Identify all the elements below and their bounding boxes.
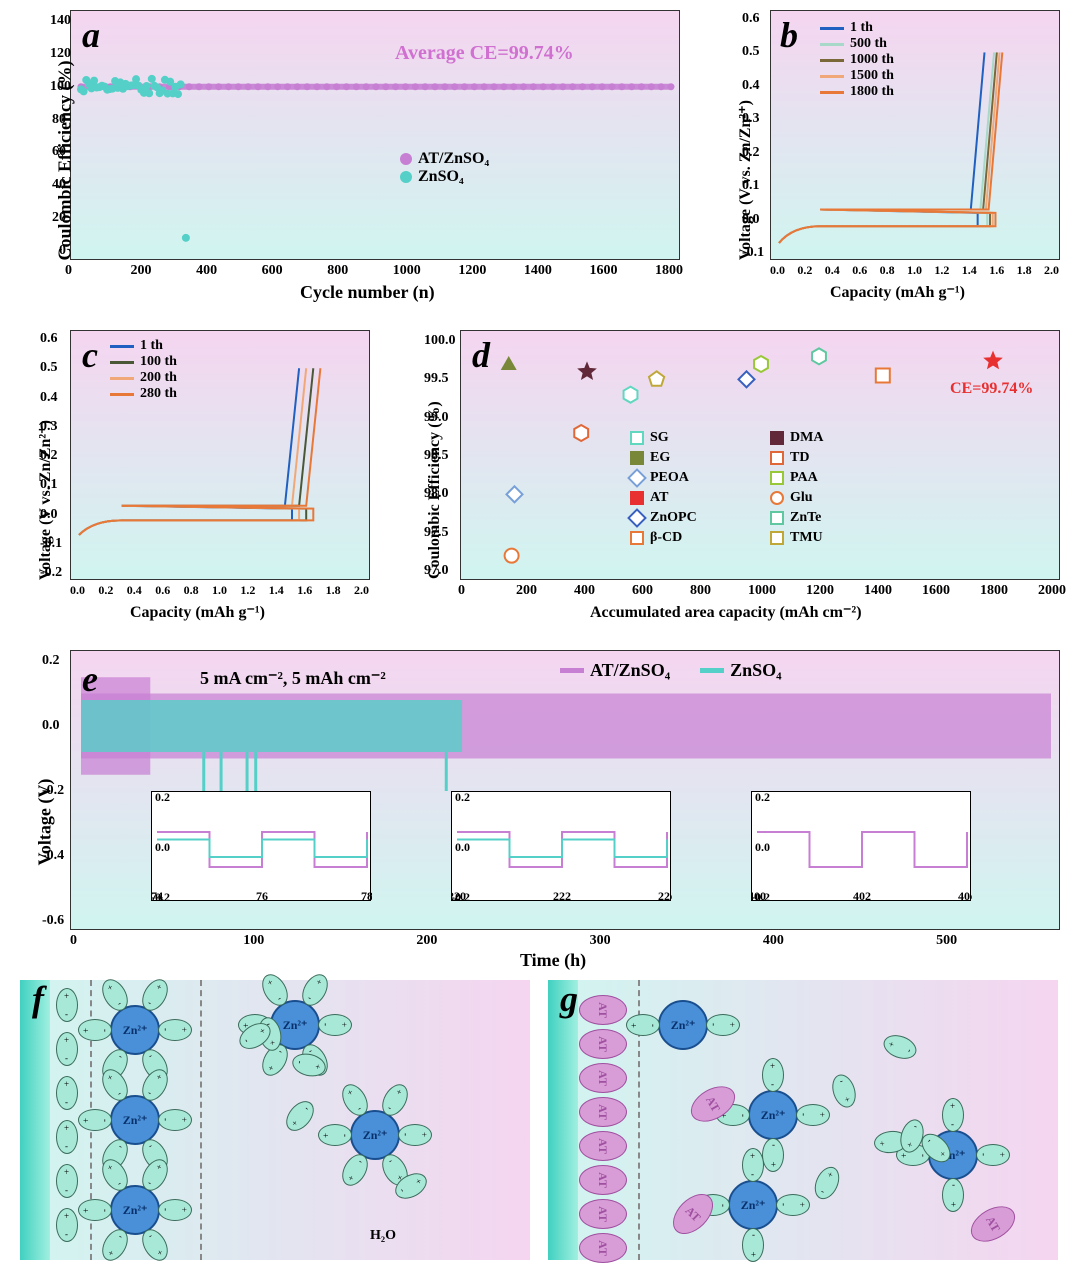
inset-3: 400402404-0.20.00.2 [751,791,971,901]
at-molecule: AT [965,1199,1022,1249]
panel-a-legend: AT/ZnSO₄ ZnSO₄ [400,150,489,186]
svg-text:0.2: 0.2 [755,792,770,804]
panel-a-xlabel: Cycle number (n) [300,282,435,303]
water-molecule: +- [56,1076,78,1110]
svg-text:0.0: 0.0 [155,840,170,854]
water-molecule: +- [398,1124,432,1146]
svg-text:-0.2: -0.2 [452,890,470,902]
panel-e-legend: AT/ZnSO₄ ZnSO₄ [560,660,782,681]
water-molecule: +- [158,1109,192,1131]
panel-c-letter: c [82,334,98,376]
water-molecule: +- [942,1178,964,1212]
water-molecule: +- [762,1138,784,1172]
panel-b [770,10,1060,260]
panel-b-letter: b [780,14,798,56]
water-molecule: +- [318,1014,352,1036]
svg-text:222: 222 [553,889,571,902]
water-molecule: +- [56,1032,78,1066]
water-molecule: +- [706,1014,740,1036]
water-molecule: +- [78,1199,112,1221]
water-molecule: +- [318,1124,352,1146]
svg-text:-0.2: -0.2 [752,890,770,902]
zn-ion: Zn²⁺ [658,1000,708,1050]
electrode-g [548,980,578,1260]
water-molecule: +- [942,1098,964,1132]
water-molecule: +- [626,1014,660,1036]
panel-e-letter: e [82,658,98,700]
at-molecule: AT [579,1131,627,1161]
water-molecule: +- [881,1031,920,1063]
panel-c-legend: 1 th 100 th 200 th 280 th [110,338,177,402]
at-molecule: AT [579,1097,627,1127]
electrode-f [20,980,50,1260]
panel-e-xlabel: Time (h) [520,950,586,971]
panel-d-legend: SGDMAEGTDPEOAPAAATGluZnOPCZnTeβ-CDTMU [630,430,900,546]
panel-a [70,10,680,260]
panel-e: 747678-0.20.00.2 220222224-0.20.00.2 400… [70,650,1060,930]
svg-text:402: 402 [853,889,871,902]
zn-ion: Zn²⁺ [110,1095,160,1145]
water-molecule: +- [776,1194,810,1216]
panel-f-letter: f [32,978,44,1020]
svg-text:-0.2: -0.2 [152,890,170,902]
water-molecule: +- [56,1208,78,1242]
zn-ion: Zn²⁺ [728,1180,778,1230]
at-molecule: AT [579,1063,627,1093]
water-molecule: +- [56,1164,78,1198]
marker-at [400,153,412,165]
panel-g: ATATATATATATATATZn²⁺+-+-Zn²⁺+-+-+-+-Zn²⁺… [548,980,1058,1260]
at-molecule: AT [579,995,627,1025]
svg-text:76: 76 [256,889,268,902]
zn-ion: Zn²⁺ [110,1005,160,1055]
panel-a-plot [71,11,681,261]
panel-e-condition: 5 mA cm⁻², 5 mAh cm⁻² [200,668,386,689]
svg-text:0.0: 0.0 [755,840,770,854]
svg-text:404: 404 [958,889,972,902]
zn-ion: Zn²⁺ [350,1110,400,1160]
panel-c-xlabel: Capacity (mAh g⁻¹) [130,602,265,622]
panel-f: +-+-+-+-+-+-Zn²⁺+-+-+-+-+-+-Zn²⁺+-+-+-+-… [20,980,530,1260]
water-molecule: +- [56,988,78,1022]
water-molecule: +- [742,1228,764,1262]
inset-2: 220222224-0.20.00.2 [451,791,671,901]
panel-g-letter: g [560,978,578,1020]
panel-b-plot [771,11,1061,261]
water-molecule: +- [78,1109,112,1131]
panel-d-xlabel: Accumulated area capacity (mAh cm⁻²) [590,602,862,622]
zn-ion: Zn²⁺ [748,1090,798,1140]
svg-text:78: 78 [361,889,372,902]
marker-zn [400,171,412,183]
svg-text:224: 224 [658,889,672,902]
svg-text:0.2: 0.2 [155,792,170,804]
water-molecule: +- [158,1019,192,1041]
water-molecule: +- [976,1144,1010,1166]
at-molecule: AT [579,1029,627,1059]
water-molecule: +- [280,1096,319,1136]
panel-d-letter: d [472,334,490,376]
water-molecule: +- [762,1058,784,1092]
at-molecule: AT [579,1165,627,1195]
svg-text:0.0: 0.0 [455,840,470,854]
water-molecule: +- [742,1148,764,1182]
water-molecule: +- [828,1071,859,1110]
h2o-label: H₂O [370,1228,396,1244]
at-molecule: AT [579,1233,627,1263]
water-molecule: +- [796,1104,830,1126]
water-molecule: +- [158,1199,192,1221]
panel-b-xlabel: Capacity (mAh g⁻¹) [830,282,965,302]
panel-d-annotation: CE=99.74% [950,380,1033,398]
panel-a-letter: a [82,14,100,56]
inset-1: 747678-0.20.00.2 [151,791,371,901]
svg-text:0.2: 0.2 [455,792,470,804]
panel-b-legend: 1 th 500 th 1000 th 1500 th 1800 th [820,20,894,100]
panel-a-title: Average CE=99.74% [395,42,574,65]
zn-ion: Zn²⁺ [110,1185,160,1235]
at-molecule: AT [579,1199,627,1229]
water-molecule: +- [810,1163,844,1203]
water-molecule: +- [56,1120,78,1154]
water-molecule: +- [78,1019,112,1041]
